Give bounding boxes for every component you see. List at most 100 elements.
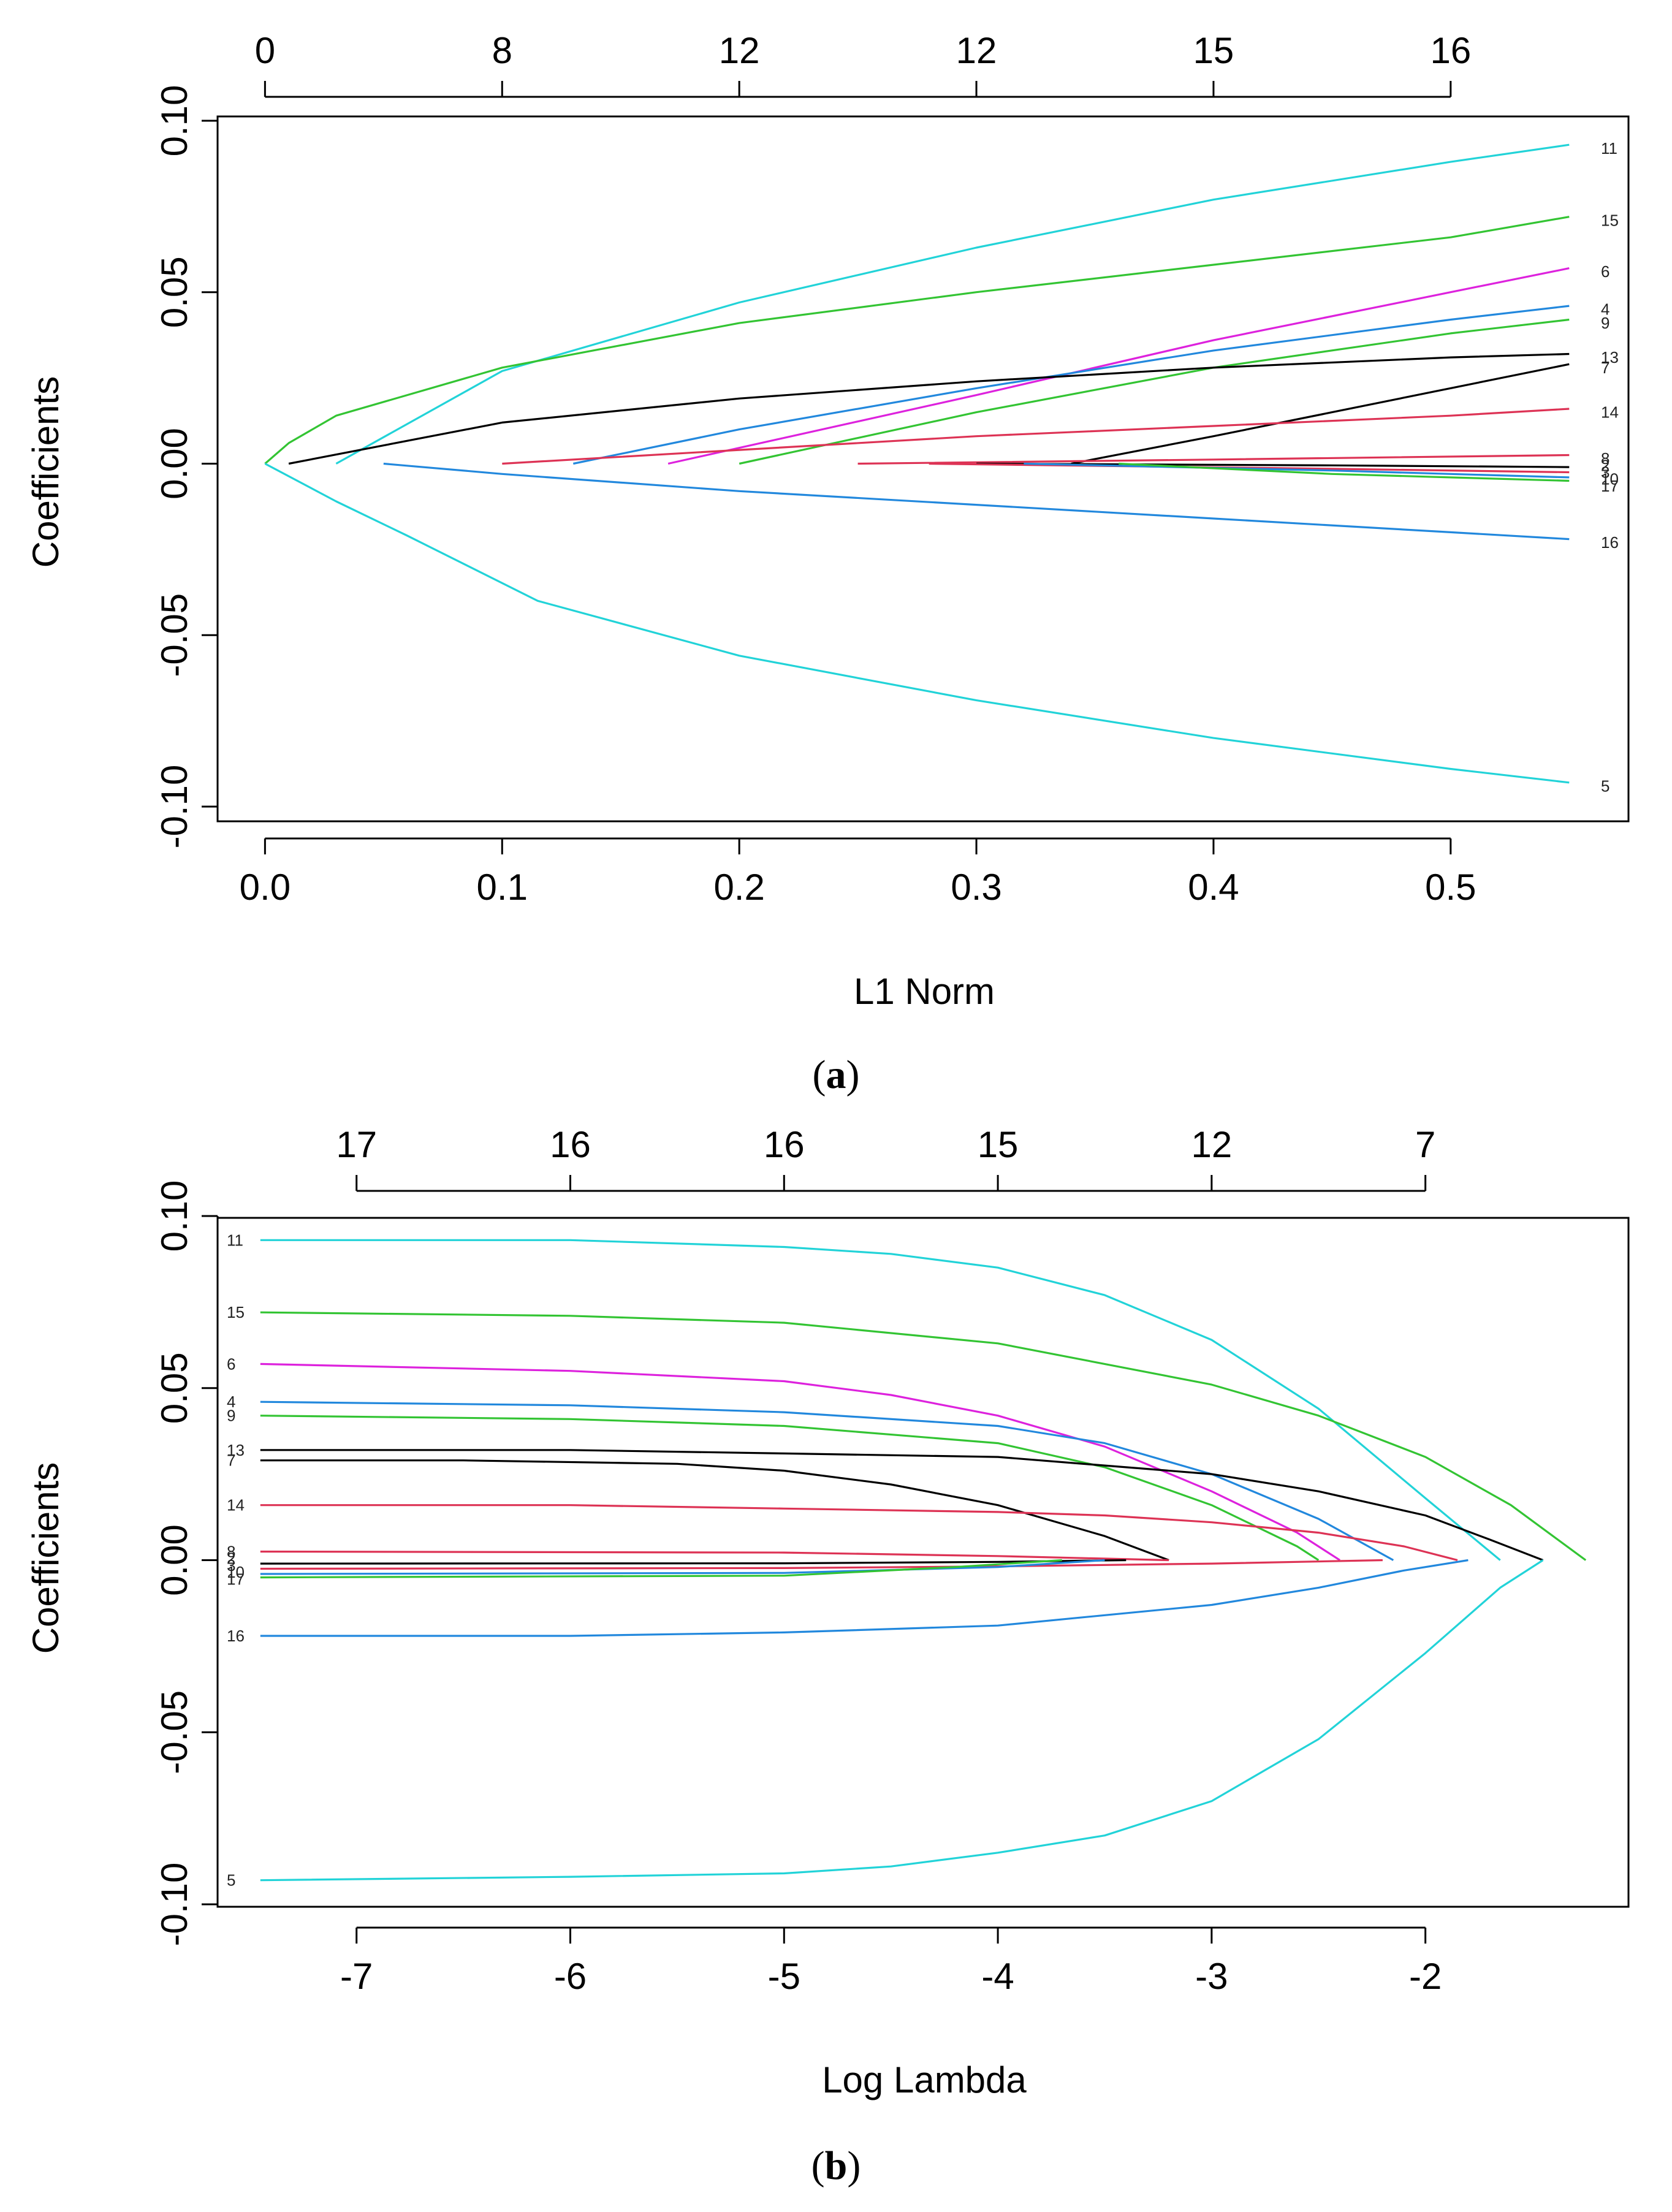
panel-a-curve-label-4: 4	[1601, 300, 1609, 319]
panel-a-series-10	[1024, 462, 1570, 479]
panel-b-top-tick-label: 15	[978, 1124, 1019, 1165]
panel-b-curve-label-10: 10	[227, 1563, 245, 1581]
panel-b-curve-label-6: 6	[227, 1355, 235, 1373]
panel-a-y-tick-label: -0.10	[154, 765, 195, 849]
panel-b-y-tick-label: 0.05	[154, 1352, 195, 1424]
panel-b-x-tick-label: -4	[981, 1956, 1014, 1997]
panel-b-x-tick-label: -3	[1195, 1956, 1228, 1997]
panel-a-x-tick-label: 0.3	[951, 867, 1001, 908]
panel-a-x-tick-label: 0.0	[240, 867, 291, 908]
panel-a-series	[264, 143, 1570, 784]
panel-b-top-tick-label: 7	[1415, 1124, 1435, 1165]
panel-b-top-tick-label: 12	[1191, 1124, 1232, 1165]
panel-a-y-tick-label: 0.00	[154, 428, 195, 500]
panel-b-series-2	[260, 1559, 1127, 1565]
panel-b-curve-label-16: 16	[227, 1627, 245, 1645]
panel-b-y-axis: 0.10 0.05 0.00 -0.05 -0.10	[154, 1180, 219, 1947]
panel-a-plot-frame	[216, 115, 1630, 823]
panel-b-x-axis-title: Log Lambda	[822, 2059, 1027, 2100]
panel-a-curve-label-7: 7	[1601, 359, 1609, 377]
panel-b-series-7	[260, 1459, 1169, 1561]
panel-a-x-tick-label: 0.1	[477, 867, 528, 908]
panel-b-curve-label-15: 15	[227, 1303, 245, 1321]
panel-a-series-13	[288, 352, 1570, 465]
panel-b-y-tick-label: -0.10	[154, 1863, 195, 1947]
panel-b-curve-label-5: 5	[227, 1871, 235, 1890]
panel-b-series-5	[260, 1559, 1544, 1882]
panel-a-series-15	[264, 216, 1570, 465]
panel-b-series-6	[260, 1363, 1340, 1561]
panel-b-curve-label-8: 8	[227, 1542, 235, 1560]
panel-b-x-tick-label: -2	[1409, 1956, 1442, 1997]
panel-b-series-13	[260, 1449, 1544, 1561]
panel-b-top-tick-label: 17	[336, 1124, 377, 1165]
panel-b-curve-label-14: 14	[227, 1496, 245, 1515]
panel-b-series-8	[260, 1550, 1169, 1562]
panel-a-caption-letter: a	[826, 1052, 846, 1097]
panel-a-top-tick-label: 12	[956, 30, 997, 71]
panel-a-series-4	[572, 305, 1570, 465]
panel-b-caption-letter: b	[825, 2143, 848, 2188]
panel-b-top-axis: 17 16 16 15 12 7	[336, 1124, 1435, 1192]
panel-b-top-tick-label: 16	[764, 1124, 805, 1165]
panel-a-top-tick-label: 8	[492, 30, 512, 71]
panel-a-curve-label-17: 17	[1601, 477, 1619, 495]
panel-a-x-axis-title: L1 Norm	[854, 971, 995, 1012]
panel-b-caption: (b)	[811, 2143, 861, 2188]
panel-a-y-tick-label: 0.05	[154, 256, 195, 328]
panel-b-series-15	[260, 1311, 1587, 1561]
panel-b-y-tick-label: -0.05	[154, 1690, 195, 1774]
panel-b-series-9	[260, 1415, 1320, 1561]
panel-a-series-5	[264, 463, 1570, 784]
panel-a-series-6	[667, 267, 1570, 465]
panel-a-curve-label-9: 9	[1601, 314, 1609, 332]
panel-a-coefficient-path-l1-norm: 0.0 0.1 0.2 0.3 0.4 0.5 0 8 12 12 15 16 0.100.050.…	[25, 30, 1630, 1097]
panel-b-curve-label-2: 2	[227, 1549, 235, 1568]
panel-b-series-16	[260, 1559, 1469, 1637]
panel-a-y-tick-label: -0.05	[154, 593, 195, 677]
panel-b-curve-label-17: 17	[227, 1570, 245, 1588]
panel-a-x-tick-label: 0.5	[1425, 867, 1476, 908]
panel-b-coefficient-path-log-lambda: -7 -6 -5 -4 -3 -2 17 16 16 15 12 7 0.10 0.05 0.00 -0.…	[25, 1124, 1630, 2188]
panel-a-y-tick-label: 0.10	[154, 85, 195, 157]
panel-b-x-axis: -7 -6 -5 -4 -3 -2	[340, 1926, 1442, 1997]
panel-b-series-14	[260, 1504, 1458, 1562]
panel-a-series-2	[976, 462, 1570, 468]
panel-a-x-axis: 0.0 0.1 0.2 0.3 0.4 0.5	[240, 837, 1476, 908]
panel-b-curve-label-4: 4	[227, 1393, 235, 1411]
panel-a-curve-label-6: 6	[1601, 262, 1609, 281]
panel-a-y-axis-title: Coefficients	[25, 376, 66, 568]
panel-a-series-11	[335, 143, 1570, 465]
panel-a-curve-label-13: 13	[1601, 348, 1619, 367]
panel-b-top-tick-label: 16	[550, 1124, 591, 1165]
panel-b-series	[260, 1239, 1587, 1882]
panel-a-curve-label-15: 15	[1601, 211, 1619, 229]
panel-a-top-axis: 0 8 12 12 15 16	[255, 30, 1471, 98]
panel-a-curve-label-5: 5	[1601, 777, 1609, 795]
panel-a-curve-label-14: 14	[1601, 403, 1619, 422]
panel-a-top-tick-label: 12	[719, 30, 760, 71]
panel-b-curve-label-3: 3	[227, 1556, 235, 1575]
panel-a-y-axis: 0.10 0.05 0.00 -0.05 -0.10	[154, 85, 219, 849]
panel-b-x-tick-label: -7	[340, 1956, 373, 1997]
panel-a-curve-label-10: 10	[1601, 470, 1619, 488]
panel-b-y-tick-label: 0.00	[154, 1524, 195, 1596]
panel-a-curve-label-11: 11	[1601, 139, 1617, 158]
panel-b-curve-label-11: 11	[227, 1231, 243, 1249]
panel-b-curve-label-7: 7	[227, 1451, 235, 1470]
panel-b-curve-label-9: 9	[227, 1407, 235, 1425]
panel-b-series-4	[260, 1401, 1394, 1561]
panel-a-caption: (a)	[813, 1052, 860, 1097]
panel-b-x-tick-label: -6	[554, 1956, 587, 1997]
panel-a-top-tick-label: 16	[1430, 30, 1471, 71]
panel-a-series-7	[1071, 363, 1570, 465]
panel-a-x-tick-label: 0.4	[1188, 867, 1239, 908]
panel-a-x-tick-label: 0.2	[713, 867, 764, 908]
panel-a-curve-label-8: 8	[1601, 449, 1609, 468]
panel-b-y-tick-label: 0.10	[154, 1180, 195, 1252]
panel-a-series-14	[502, 408, 1570, 465]
panel-a-top-tick-label: 0	[255, 30, 275, 71]
